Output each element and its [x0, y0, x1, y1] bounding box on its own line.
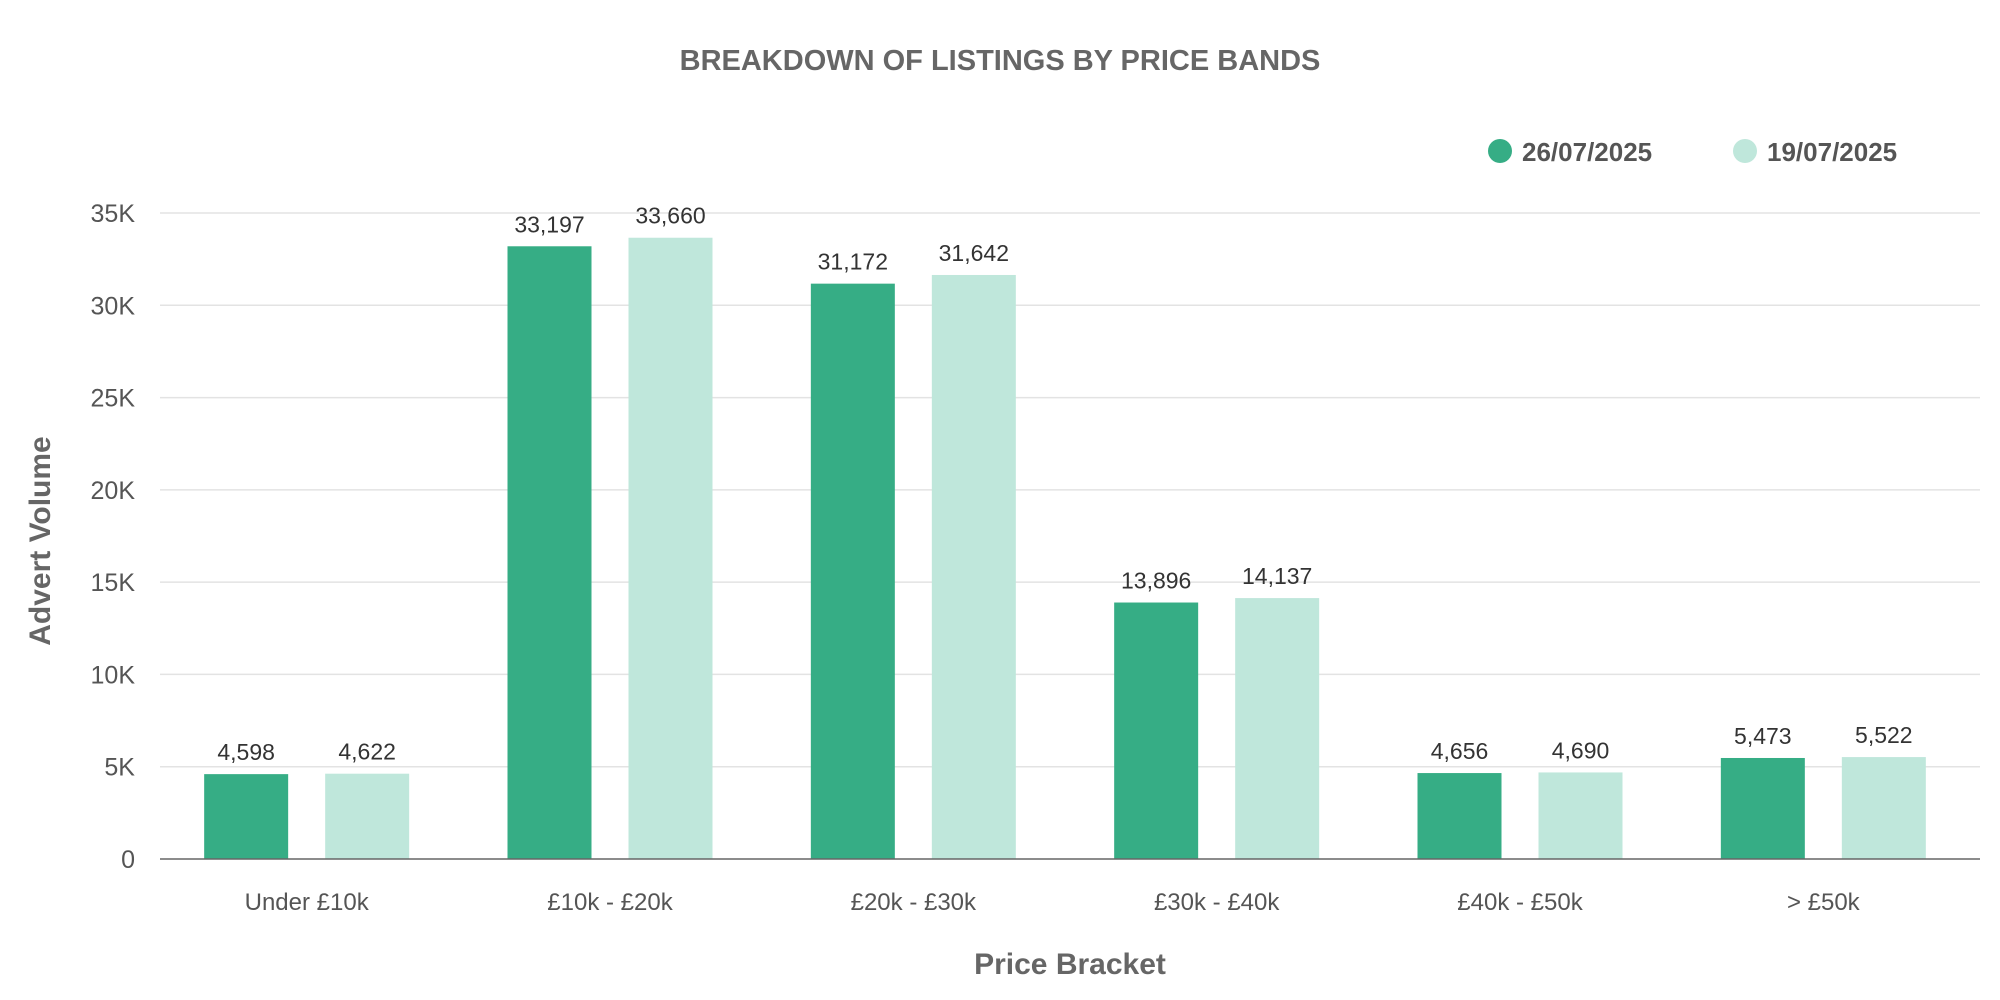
data-label: 4,656 [1431, 738, 1489, 764]
data-labels: 4,598 4,622 33,197 33,660 31,172 31,642 13,896… [217, 203, 1912, 765]
data-label: 33,660 [635, 203, 705, 229]
y-axis: 0 5K 10K 15K 20K 25K 30K 35K [91, 200, 1980, 874]
bar[interactable] [1720, 757, 1805, 859]
legend[interactable]: 26/07/2025 19/07/2025 [1488, 137, 1897, 167]
bar[interactable] [931, 274, 1016, 859]
x-tick-label: Under £10k [245, 889, 370, 916]
legend-label: 19/07/2025 [1767, 137, 1897, 167]
x-axis: Under £10k £10k - £20k £20k - £30k £30k - £… [245, 889, 1861, 916]
x-tick-label: > £50k [1787, 889, 1861, 916]
y-tick-label: 30K [91, 292, 136, 320]
bar[interactable] [1538, 772, 1623, 859]
y-axis-title: Advert Volume [24, 436, 57, 646]
data-label: 5,473 [1734, 723, 1792, 749]
data-label: 13,896 [1121, 568, 1191, 594]
y-tick-label: 5K [104, 754, 135, 782]
x-tick-label: £40k - £50k [1457, 889, 1583, 916]
y-tick-label: 15K [91, 569, 136, 597]
bar[interactable] [810, 283, 895, 859]
legend-item[interactable]: 19/07/2025 [1733, 137, 1897, 167]
data-label: 5,522 [1855, 722, 1913, 748]
bar[interactable] [1841, 757, 1926, 859]
y-tick-label: 35K [91, 200, 136, 228]
x-axis-title: Price Bracket [974, 948, 1166, 981]
y-tick-label: 10K [91, 661, 136, 689]
y-tick-label: 0 [121, 846, 135, 874]
bar[interactable] [325, 773, 410, 859]
gridlines [160, 212, 1980, 768]
legend-label: 26/07/2025 [1522, 137, 1652, 167]
data-label: 4,598 [217, 739, 275, 765]
legend-swatch [1733, 139, 1757, 163]
data-label: 33,197 [514, 211, 584, 237]
bar[interactable] [507, 246, 592, 860]
data-label: 31,172 [818, 249, 888, 275]
bar[interactable] [1417, 773, 1502, 859]
bar[interactable] [1235, 598, 1320, 859]
bar[interactable] [1114, 602, 1199, 859]
data-label: 14,137 [1242, 563, 1312, 589]
chart-title: BREAKDOWN OF LISTINGS BY PRICE BANDS [680, 45, 1321, 77]
legend-item[interactable]: 26/07/2025 [1488, 137, 1652, 167]
bar[interactable] [628, 237, 713, 860]
data-label: 4,622 [338, 739, 396, 765]
x-tick-label: £30k - £40k [1154, 889, 1280, 916]
x-tick-label: £10k - £20k [547, 889, 673, 916]
data-label: 31,642 [939, 240, 1009, 266]
data-label: 4,690 [1552, 737, 1610, 763]
bar[interactable] [204, 774, 289, 859]
y-tick-label: 20K [91, 477, 136, 505]
bars [204, 237, 1926, 860]
y-tick-label: 25K [91, 385, 136, 413]
x-tick-label: £20k - £30k [851, 889, 977, 916]
legend-swatch [1488, 139, 1512, 163]
